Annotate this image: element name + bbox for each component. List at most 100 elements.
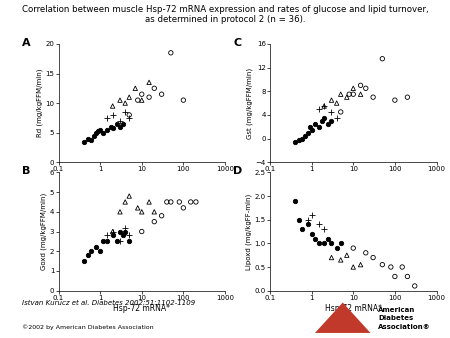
Point	[308, 212, 315, 218]
Point	[304, 130, 311, 135]
Point	[379, 262, 386, 267]
Point	[180, 205, 187, 211]
Point	[122, 225, 129, 230]
Point	[122, 100, 129, 106]
Point	[126, 115, 133, 121]
Y-axis label: Lipoxd (mg/kgFF-min): Lipoxd (mg/kgFF-min)	[245, 193, 252, 270]
Point	[391, 97, 399, 103]
Point	[117, 97, 124, 103]
Point	[145, 80, 153, 85]
Text: C: C	[234, 38, 242, 48]
Point	[304, 222, 311, 227]
Point	[315, 222, 323, 227]
Point	[357, 83, 364, 88]
Point	[126, 112, 133, 118]
Point	[315, 106, 323, 112]
Text: as determined in protocol 2 (n = 36).: as determined in protocol 2 (n = 36).	[145, 15, 305, 24]
Point	[311, 236, 319, 241]
Y-axis label: Goxd (mg/kgFFM/min): Goxd (mg/kgFFM/min)	[40, 193, 47, 270]
Point	[109, 103, 116, 109]
X-axis label: Hsp-72 mRNA*: Hsp-72 mRNA*	[325, 304, 382, 313]
Point	[399, 264, 406, 270]
Point	[302, 133, 309, 138]
Point	[109, 125, 116, 130]
Point	[304, 217, 311, 222]
Point	[93, 245, 100, 250]
Point	[299, 226, 306, 232]
Point	[93, 130, 100, 135]
Point	[107, 124, 114, 129]
Point	[109, 229, 116, 234]
Point	[151, 209, 158, 215]
Point	[80, 258, 87, 264]
Point	[333, 245, 340, 251]
Point	[96, 248, 104, 254]
Point	[122, 229, 129, 234]
Point	[113, 121, 120, 126]
Text: American: American	[378, 307, 415, 313]
Point	[311, 121, 319, 126]
Point	[94, 129, 102, 134]
Point	[134, 205, 141, 211]
Point	[337, 92, 344, 97]
Point	[328, 97, 335, 103]
Point	[296, 217, 303, 222]
Point	[350, 264, 357, 270]
Point	[138, 92, 145, 97]
Text: Istvan Kurucz et al. Diabetes 2002;51:1102-1109: Istvan Kurucz et al. Diabetes 2002;51:11…	[22, 299, 196, 305]
Point	[122, 109, 129, 115]
Point	[320, 103, 328, 109]
Point	[151, 86, 158, 91]
Point	[158, 213, 165, 218]
Point	[104, 239, 111, 244]
Text: Correlation between muscle Hsp-72 mRNA expression and rates of glucose and lipid: Correlation between muscle Hsp-72 mRNA e…	[22, 5, 428, 14]
Text: D: D	[234, 166, 243, 176]
Point	[292, 198, 299, 203]
Point	[296, 138, 303, 143]
Point	[337, 109, 344, 115]
Point	[117, 124, 124, 129]
Point	[306, 124, 313, 129]
Point	[109, 112, 116, 118]
X-axis label: Hsp-72 mRNA*: Hsp-72 mRNA*	[113, 175, 170, 184]
Text: B: B	[22, 166, 30, 176]
Point	[387, 264, 395, 270]
Point	[343, 252, 351, 258]
Point	[163, 199, 171, 204]
Point	[167, 50, 175, 55]
Point	[357, 262, 364, 267]
Point	[350, 245, 357, 251]
Point	[362, 86, 369, 91]
Point	[328, 255, 335, 260]
Point	[320, 226, 328, 232]
Point	[104, 127, 111, 132]
Point	[138, 97, 145, 103]
Point	[369, 255, 377, 260]
Point	[292, 139, 299, 144]
Point	[350, 92, 357, 97]
Point	[132, 86, 139, 91]
Point	[80, 139, 87, 144]
X-axis label: Hsp-72 mRNA*: Hsp-72 mRNA*	[325, 175, 382, 184]
Point	[100, 239, 107, 244]
Point	[109, 229, 116, 234]
Point	[180, 97, 187, 103]
Point	[134, 97, 141, 103]
Point	[333, 115, 340, 121]
Point	[328, 241, 335, 246]
Point	[96, 127, 104, 132]
Point	[117, 229, 124, 234]
Point	[411, 283, 418, 289]
Point	[328, 118, 335, 123]
Point	[379, 56, 386, 62]
Point	[119, 233, 126, 238]
Point	[350, 86, 357, 91]
Point	[84, 136, 91, 141]
Text: A: A	[22, 38, 31, 48]
Point	[324, 236, 332, 241]
Point	[87, 248, 94, 254]
Point	[192, 199, 199, 204]
Point	[320, 103, 328, 109]
Point	[343, 94, 351, 100]
Point	[357, 92, 364, 97]
